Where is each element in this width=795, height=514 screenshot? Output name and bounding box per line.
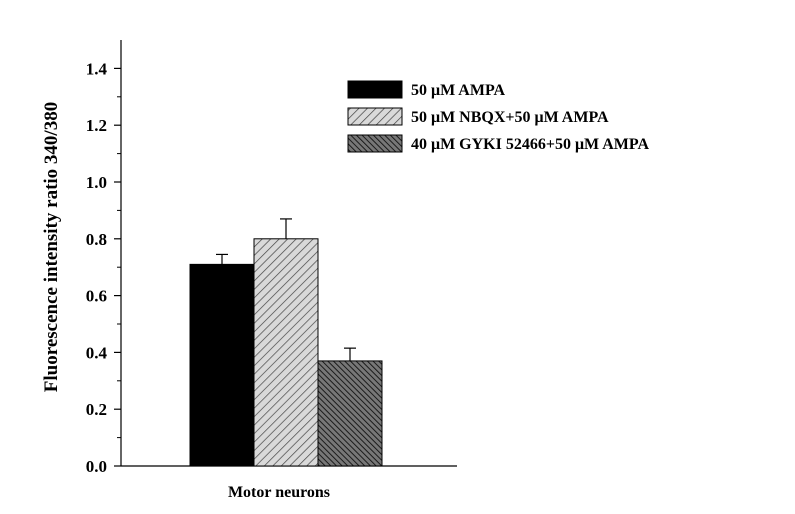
y-axis-title: Fluorescence intensity ratio 340/380 <box>41 102 62 392</box>
legend-label: 40 μM GYKI 52466+50 μM AMPA <box>411 136 649 153</box>
legend-swatch <box>347 107 403 126</box>
y-tick-label: 0.8 <box>86 230 107 249</box>
bar <box>253 238 319 467</box>
bar <box>189 263 255 467</box>
bars <box>189 218 383 467</box>
y-tick-label: 0.0 <box>86 457 107 476</box>
y-tick-label: 1.0 <box>86 173 107 192</box>
legend-label: 50 μM AMPA <box>411 82 506 99</box>
legend-label: 50 μM NBQX+50 μM AMPA <box>411 109 609 126</box>
x-axis-category-label: Motor neurons <box>228 484 330 501</box>
legend-swatch <box>347 80 403 99</box>
y-tick-label: 0.4 <box>86 343 108 362</box>
legend-swatch <box>347 134 403 153</box>
y-tick-label: 0.6 <box>86 287 107 306</box>
y-tick-label: 0.2 <box>86 400 107 419</box>
y-axis: 0.0 0.2 0.4 0.6 0.8 1.0 1.2 1.4 <box>86 40 122 476</box>
legend: 50 μM AMPA 50 μM NBQX+50 μM AMPA 40 μM GYK… <box>347 80 649 153</box>
y-tick-label: 1.4 <box>86 59 108 78</box>
y-tick-label: 1.2 <box>86 116 107 135</box>
bar <box>317 360 383 467</box>
